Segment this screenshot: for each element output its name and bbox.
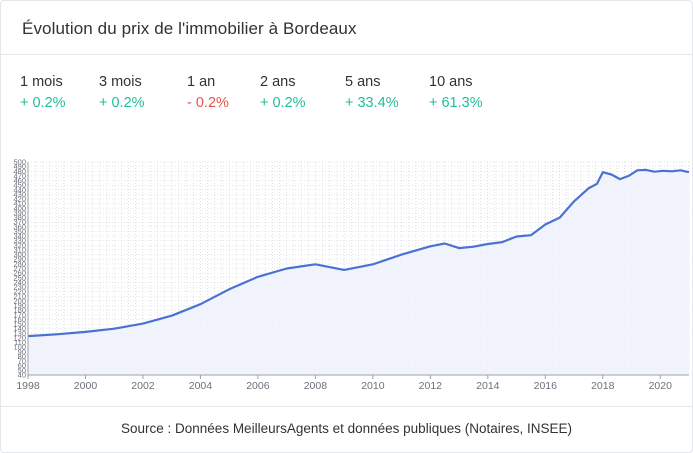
x-tick-label: 2010	[361, 380, 385, 392]
stat-value: + 0.2%	[99, 95, 145, 111]
stat-label: 1 an	[187, 74, 216, 90]
y-tick-label: 300	[13, 250, 26, 259]
y-tick-label: 350	[13, 227, 26, 236]
stat-2-ans: 2 ans + 0.2%	[260, 74, 306, 111]
price-chart: 4050607080901001101201301401501601701801…	[13, 158, 690, 392]
source-text: Source : Données MeilleursAgents et donn…	[121, 421, 572, 436]
y-tick-label: 40	[18, 371, 26, 380]
y-tick-label: 110	[14, 338, 26, 347]
x-tick-label: 2012	[419, 380, 443, 392]
y-tick-label: 390	[13, 208, 26, 217]
stat-value: + 0.2%	[260, 95, 306, 111]
card-header: Évolution du prix de l'immobilier à Bord…	[1, 1, 692, 55]
stat-value: + 0.2%	[20, 95, 66, 111]
stat-3-mois: 3 mois + 0.2%	[99, 74, 145, 111]
y-tick-label: 440	[13, 185, 26, 194]
y-tick-label: 330	[13, 236, 26, 245]
stat-value: + 61.3%	[429, 95, 483, 111]
x-tick-label: 2000	[74, 380, 98, 392]
y-tick-label: 290	[13, 255, 26, 264]
series-line	[27, 168, 690, 338]
series-area	[28, 169, 689, 375]
y-tick-label: 190	[13, 301, 26, 310]
x-tick-label: 2020	[649, 380, 673, 392]
y-tick-label: 400	[13, 204, 26, 213]
y-tick-label: 120	[13, 333, 26, 342]
stat-label: 10 ans	[429, 74, 473, 90]
stat-value: + 33.4%	[345, 95, 399, 111]
y-tick-label: 160	[13, 315, 26, 324]
x-tick-label: 1998	[16, 380, 40, 392]
y-tick-label: 320	[13, 241, 26, 250]
y-tick-label: 130	[13, 329, 26, 338]
page-title: Évolution du prix de l'immobilier à Bord…	[22, 19, 357, 38]
y-tick-label: 240	[13, 278, 26, 287]
y-tick-label: 370	[13, 218, 26, 227]
x-tick-label: 2002	[131, 380, 155, 392]
y-tick-label: 210	[13, 292, 26, 301]
y-tick-label: 150	[13, 320, 26, 329]
y-tick-label: 450	[13, 181, 26, 190]
y-tick-label: 270	[13, 264, 26, 273]
stat-10-ans: 10 ans + 61.3%	[429, 74, 483, 111]
stat-label: 3 mois	[99, 74, 142, 90]
y-tick-label: 430	[13, 190, 26, 199]
x-tick-label: 2006	[246, 380, 270, 392]
y-tick-label: 200	[13, 296, 26, 305]
stat-label: 5 ans	[345, 74, 381, 90]
y-tick-label: 50	[18, 366, 26, 375]
y-tick-label: 230	[13, 283, 26, 292]
stat-1-an: 1 an - 0.2%	[187, 74, 229, 111]
y-tick-label: 410	[13, 199, 26, 208]
y-tick-label: 380	[13, 213, 26, 222]
y-tick-label: 480	[13, 167, 26, 176]
y-tick-label: 250	[13, 273, 26, 282]
y-tick-label: 140	[13, 324, 26, 333]
source-footer: Source : Données MeilleursAgents et donn…	[1, 406, 692, 452]
stat-1-mois: 1 mois + 0.2%	[20, 74, 66, 111]
y-tick-label: 90	[18, 347, 26, 356]
y-tick-label: 500	[13, 158, 26, 167]
y-tick-label: 460	[13, 176, 26, 185]
x-tick-label: 2016	[534, 380, 558, 392]
y-tick-label: 340	[13, 232, 26, 241]
y-tick-label: 180	[13, 306, 26, 315]
x-tick-label: 2008	[304, 380, 328, 392]
y-tick-label: 70	[18, 357, 26, 366]
y-tick-label: 360	[13, 222, 26, 231]
y-tick-label: 170	[13, 310, 26, 319]
y-tick-label: 470	[13, 171, 26, 180]
y-tick-label: 420	[13, 195, 26, 204]
y-tick-label: 100	[13, 343, 26, 352]
y-tick-label: 60	[18, 361, 26, 370]
y-tick-label: 260	[13, 269, 26, 278]
y-tick-label: 80	[18, 352, 26, 361]
stat-label: 2 ans	[260, 74, 296, 90]
y-tick-label: 490	[13, 162, 26, 171]
x-tick-label: 2018	[591, 380, 615, 392]
y-tick-label: 220	[13, 287, 26, 296]
x-tick-label: 2004	[189, 380, 213, 392]
y-tick-label: 310	[13, 245, 26, 254]
variation-stats: 1 mois + 0.2% 3 mois + 0.2% 1 an - 0.2% …	[1, 74, 692, 118]
stat-value: - 0.2%	[187, 95, 229, 111]
stat-5-ans: 5 ans + 33.4%	[345, 74, 399, 111]
y-tick-label: 280	[13, 259, 26, 268]
x-tick-label: 2014	[476, 380, 500, 392]
stat-label: 1 mois	[20, 74, 63, 90]
